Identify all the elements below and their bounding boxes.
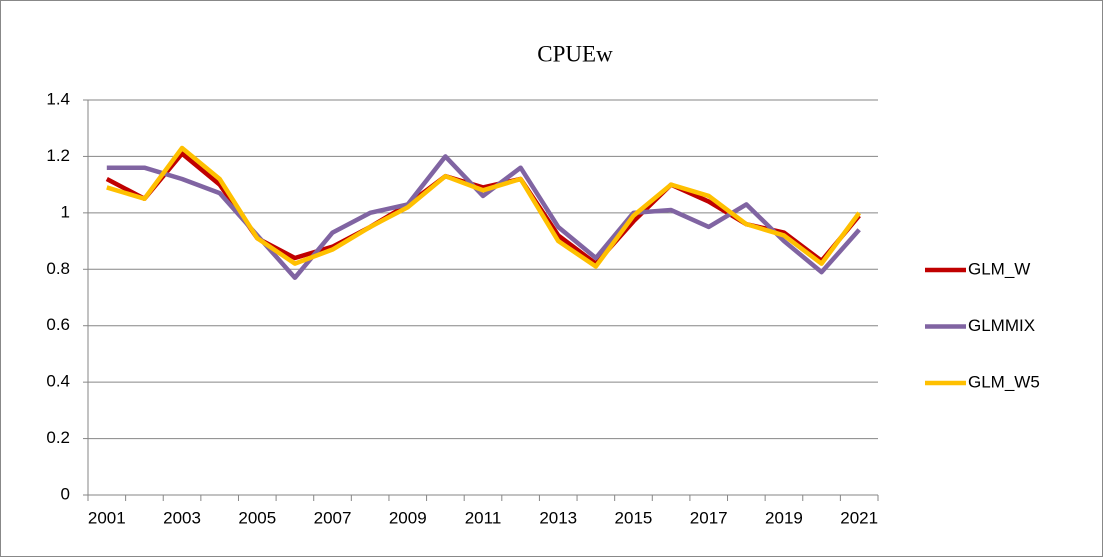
x-tick-label: 2015 [615,508,653,527]
x-tick-label: 2021 [840,508,878,527]
x-tick-label: 2011 [465,508,502,527]
x-tick-label: 2009 [389,508,427,527]
x-tick-label: 2001 [88,508,126,527]
x-tick-label: 2017 [690,508,728,527]
y-tick-label: 0.4 [46,372,70,391]
legend-label: GLMMIX [968,316,1035,335]
chart-title: CPUEw [537,41,613,66]
y-tick-label: 0.8 [46,259,70,278]
x-tick-label: 2007 [314,508,352,527]
y-tick-label: 0.6 [46,315,70,334]
x-tick-label: 2013 [539,508,577,527]
x-tick-label: 2019 [765,508,803,527]
y-tick-label: 1.2 [46,146,70,165]
y-tick-label: 1 [61,202,70,221]
x-tick-label: 2003 [163,508,201,527]
y-tick-label: 0.2 [46,428,70,447]
y-tick-label: 1.4 [46,89,70,108]
series-line [106,154,861,280]
legend-label: GLM_W5 [968,372,1040,391]
y-tick-label: 0 [61,484,70,503]
series-line [106,145,861,269]
x-tick-label: 2005 [238,508,276,527]
legend-label: GLM_W [968,259,1030,278]
